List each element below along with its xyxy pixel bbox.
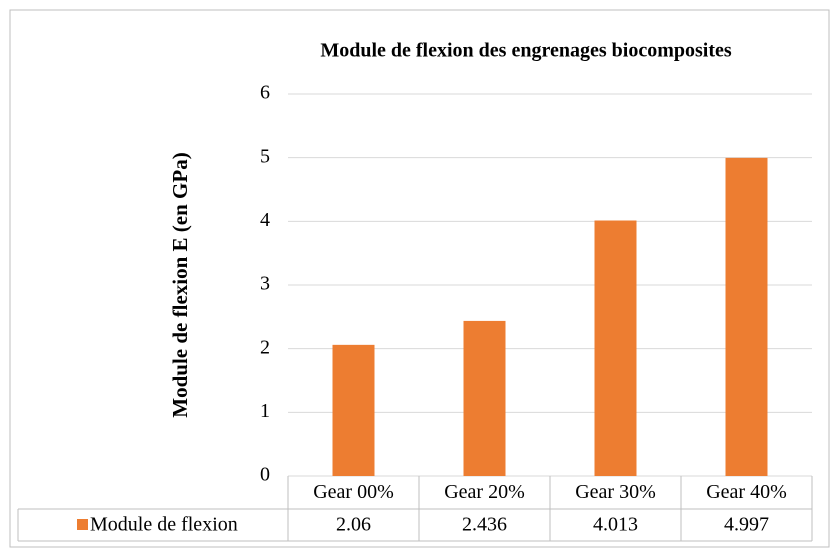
x-tick-label: Gear 20% — [444, 481, 525, 503]
bar — [594, 220, 637, 476]
chart-title: Module de flexion des engrenages biocomp… — [320, 40, 732, 62]
bar — [725, 157, 768, 476]
y-tick-label: 4 — [260, 209, 270, 231]
y-tick-label: 2 — [260, 336, 270, 358]
table-value: 2.06 — [336, 514, 371, 536]
legend-label: Module de flexion — [90, 514, 238, 536]
table-value: 4.997 — [724, 514, 769, 536]
y-tick-label: 1 — [260, 400, 270, 422]
x-tick-label: Gear 40% — [706, 481, 787, 503]
chart-border — [9, 9, 830, 548]
legend-swatch — [77, 519, 88, 530]
y-tick-label: 0 — [260, 464, 270, 486]
bar — [463, 320, 506, 476]
y-tick-label: 3 — [260, 273, 270, 295]
y-tick-label: 5 — [260, 145, 270, 167]
y-axis-label: Module de flexion E (en GPa) — [168, 152, 192, 417]
x-tick-label: Gear 00% — [313, 481, 394, 503]
y-tick-label: 6 — [260, 82, 270, 104]
bar — [332, 344, 375, 476]
x-tick-label: Gear 30% — [575, 481, 656, 503]
table-value: 2.436 — [462, 514, 507, 536]
table-value: 4.013 — [593, 514, 638, 536]
